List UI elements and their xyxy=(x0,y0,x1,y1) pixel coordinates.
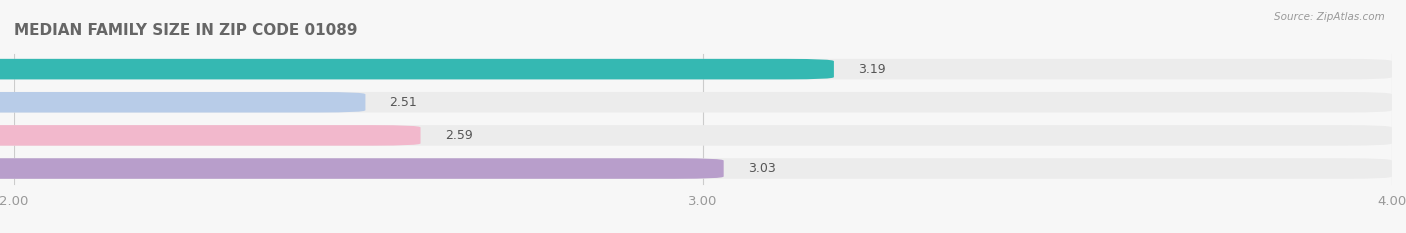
Text: 2.51: 2.51 xyxy=(389,96,418,109)
Text: 3.19: 3.19 xyxy=(858,63,886,76)
FancyBboxPatch shape xyxy=(0,59,1392,79)
FancyBboxPatch shape xyxy=(0,125,1392,146)
FancyBboxPatch shape xyxy=(0,125,420,146)
FancyBboxPatch shape xyxy=(0,158,724,179)
Text: 2.59: 2.59 xyxy=(444,129,472,142)
FancyBboxPatch shape xyxy=(0,158,1392,179)
FancyBboxPatch shape xyxy=(0,59,834,79)
FancyBboxPatch shape xyxy=(0,92,366,113)
Text: Source: ZipAtlas.com: Source: ZipAtlas.com xyxy=(1274,12,1385,22)
Text: MEDIAN FAMILY SIZE IN ZIP CODE 01089: MEDIAN FAMILY SIZE IN ZIP CODE 01089 xyxy=(14,24,357,38)
Text: 3.03: 3.03 xyxy=(748,162,776,175)
FancyBboxPatch shape xyxy=(0,92,1392,113)
